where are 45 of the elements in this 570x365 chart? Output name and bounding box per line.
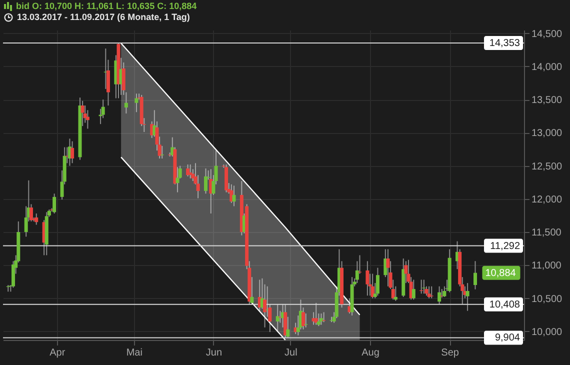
candlestick	[427, 286, 431, 299]
ref-line-label: 11,292	[490, 240, 520, 252]
y-tick-label: 11,000	[532, 260, 562, 272]
candlestick	[422, 279, 426, 294]
y-tick-label: 10,000	[532, 326, 563, 338]
x-tick-label: Jul	[284, 348, 298, 358]
y-tick-label: 13,000	[532, 128, 563, 140]
y-tick-label: 12,000	[532, 194, 563, 206]
x-tick-label: Apr	[50, 348, 66, 358]
y-tick-label: 10,500	[532, 294, 563, 305]
y-tick-label: 14,500	[532, 28, 563, 40]
candlestick	[319, 313, 323, 326]
candlestick	[86, 110, 90, 130]
candlestick	[376, 267, 380, 296]
candlestick	[314, 302, 318, 326]
chart-title: bid O: 10,700 H: 11,061 L: 10,635 C: 10,884	[16, 1, 197, 12]
candlestick	[322, 312, 326, 323]
ref-line-label: 10,408	[489, 299, 520, 310]
candlestick	[134, 93, 138, 113]
ref-line-label: 9,904	[494, 332, 520, 344]
x-tick-label: Jun	[206, 348, 222, 358]
candlestick	[430, 286, 434, 299]
y-tick-label: 11,500	[532, 228, 562, 239]
candlestick	[276, 304, 280, 333]
y-tick-label: 14,000	[532, 62, 563, 73]
candlestick	[70, 140, 74, 164]
chart-subtitle: 13.03.2017 - 11.09.2017 (6 Monate, 1 Tag)	[17, 12, 190, 23]
x-tick-label: Sep	[441, 348, 460, 358]
candlestick	[386, 248, 390, 287]
candlestick	[232, 185, 236, 207]
candlestick	[284, 304, 288, 338]
candlestick	[370, 273, 374, 299]
annotation: 10,884	[485, 268, 516, 279]
x-tick-label: Aug	[362, 348, 380, 358]
candlestick	[302, 307, 306, 330]
x-tick-label: Mai	[126, 348, 142, 358]
candlestick	[473, 260, 477, 290]
candlestick	[204, 168, 208, 194]
y-tick-label: 12,500	[532, 161, 563, 172]
candlestick	[466, 282, 470, 312]
candlestick	[224, 164, 228, 193]
candlestick	[412, 279, 416, 300]
candlestick	[366, 260, 370, 296]
ref-line-label: 14,353	[489, 38, 520, 50]
y-tick-label: 13,500	[532, 95, 563, 106]
